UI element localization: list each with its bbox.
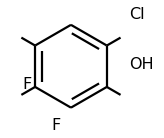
Text: OH: OH xyxy=(130,57,154,72)
Text: F: F xyxy=(22,77,31,92)
Text: Cl: Cl xyxy=(130,7,145,22)
Text: F: F xyxy=(51,118,60,133)
